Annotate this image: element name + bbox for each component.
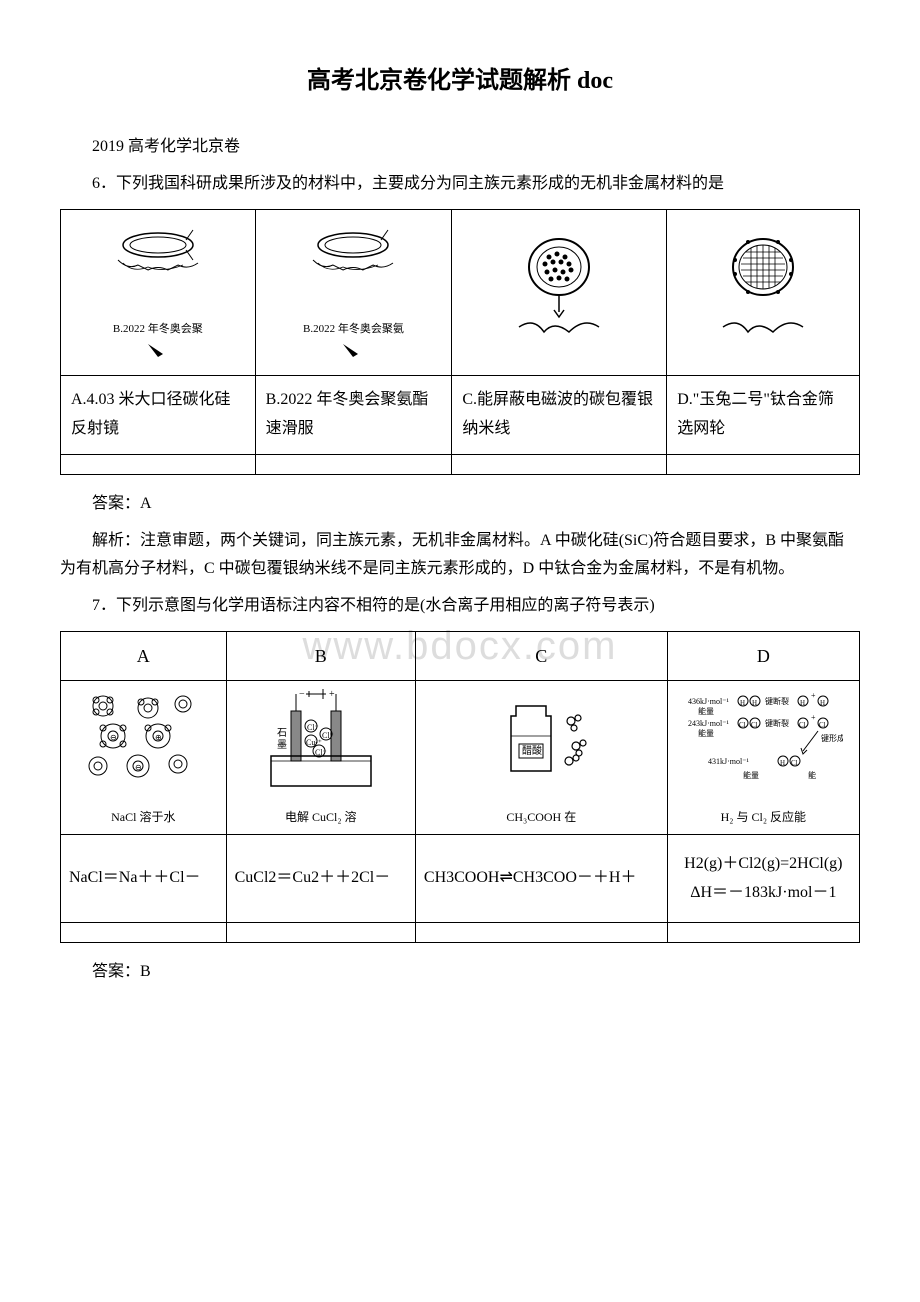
svg-text:+: + — [329, 689, 335, 700]
empty-cell — [667, 454, 860, 474]
q6-img-c — [452, 209, 667, 375]
q6-option-d: D."玉兔二号"钛合金筛选网轮 — [667, 376, 860, 455]
q7-option-b: CuCl2＝Cu2＋＋2Cl－ — [226, 834, 415, 923]
svg-text:Cl: Cl — [791, 759, 798, 767]
q6-img-a: B.2022 年冬奥会聚 — [61, 209, 256, 375]
q7-caption-c: CH₃COOH 在 — [421, 807, 662, 829]
empty-cell — [415, 923, 667, 943]
svg-text:H: H — [780, 759, 785, 767]
q7-header-c: C — [415, 631, 667, 680]
empty-cell — [61, 923, 227, 943]
empty-cell — [255, 454, 452, 474]
q7-caption-b: 电解 CuCl₂ 溶 — [232, 807, 410, 829]
q6-option-b: B.2022 年冬奥会聚氨酯速滑服 — [255, 376, 452, 455]
q7-img-c: 醋酸 CH₃COOH 在 — [415, 681, 667, 834]
q7-answer: 答案：B — [60, 958, 860, 987]
svg-text:能: 能 — [808, 770, 816, 780]
empty-cell — [452, 454, 667, 474]
q7-img-a: ⊖ ⊕ ⊖ NaCl 溶于水 — [61, 681, 227, 834]
svg-text:⊖: ⊖ — [135, 763, 142, 772]
svg-text:H: H — [740, 699, 745, 707]
svg-text:−: − — [299, 689, 305, 700]
empty-cell — [226, 923, 415, 943]
svg-text:石: 石 — [277, 728, 287, 739]
empty-cell — [61, 454, 256, 474]
svg-text:Cl: Cl — [819, 721, 826, 729]
q7-img-d: 436kJ·mol⁻¹ 能量 H H 键断裂 H + H 243kJ·mol⁻¹… — [667, 681, 859, 834]
svg-text:Cl⁻: Cl⁻ — [322, 731, 334, 740]
svg-text:能量: 能量 — [698, 728, 714, 738]
q7-header-d: D — [667, 631, 859, 680]
q6-caption-b: B.2022 年冬奥会聚氨 — [261, 320, 447, 340]
svg-text:H: H — [752, 699, 757, 707]
q7-option-c: CH3COOH⇌CH3COO－＋H＋ — [415, 834, 667, 923]
svg-text:墨: 墨 — [277, 739, 287, 751]
svg-text:⊖: ⊖ — [110, 733, 117, 742]
svg-text:醋酸: 醋酸 — [522, 744, 542, 757]
svg-text:H: H — [800, 699, 805, 707]
q7-caption-d: H₂ 与 Cl₂ 反应能 — [673, 807, 854, 829]
document-content: 高考北京卷化学试题解析 doc 2019 高考化学北京卷 6．下列我国科研成果所… — [60, 60, 860, 987]
svg-text:436kJ·mol⁻¹: 436kJ·mol⁻¹ — [688, 697, 729, 706]
svg-text:Cl⁻: Cl⁻ — [315, 748, 327, 757]
svg-text:键断裂: 键断裂 — [765, 718, 789, 728]
svg-text:+: + — [811, 713, 816, 722]
svg-text:Cl: Cl — [751, 721, 758, 729]
q7-header-b: B — [226, 631, 415, 680]
q7-table: A B C D ⊖ — [60, 631, 860, 943]
page-title: 高考北京卷化学试题解析 doc — [60, 60, 860, 103]
svg-text:键形成: 键形成 — [821, 733, 843, 743]
q6-table: B.2022 年冬奥会聚 B.2022 年冬奥会聚氨 — [60, 209, 860, 475]
subtitle: 2019 高考化学北京卷 — [60, 133, 860, 162]
svg-text:Cl⁻: Cl⁻ — [307, 723, 319, 732]
q7-header-a: A — [61, 631, 227, 680]
svg-text:能量: 能量 — [698, 706, 714, 716]
q6-caption-a: B.2022 年冬奥会聚 — [66, 320, 250, 340]
q6-answer: 答案：A — [60, 490, 860, 519]
q6-option-a: A.4.03 米大口径碳化硅反射镜 — [61, 376, 256, 455]
q7-img-b: − + 石 墨 Cl⁻ Cu²⁺ Cl⁻ Cl⁻ — [226, 681, 415, 834]
svg-text:Cl: Cl — [799, 721, 806, 729]
q6-img-d — [667, 209, 860, 375]
q7-text: 7．下列示意图与化学用语标注内容不相符的是(水合离子用相应的离子符号表示) — [60, 592, 860, 621]
q6-analysis: 解析：注意审题，两个关键词，同主族元素，无机非金属材料。A 中碳化硅(SiC)符… — [60, 527, 860, 585]
q7-caption-a: NaCl 溶于水 — [66, 807, 221, 829]
q7-option-d: H2(g)＋Cl2(g)=2HCl(g) ΔH＝－183kJ·mol－1 — [667, 834, 859, 923]
svg-text:431kJ·mol⁻¹: 431kJ·mol⁻¹ — [708, 757, 749, 766]
q6-option-c: C.能屏蔽电磁波的碳包覆银纳米线 — [452, 376, 667, 455]
svg-text:键断裂: 键断裂 — [765, 696, 789, 706]
svg-text:⊕: ⊕ — [155, 733, 162, 742]
svg-text:H: H — [820, 699, 825, 707]
svg-text:Cu²⁺: Cu²⁺ — [306, 738, 322, 747]
svg-text:243kJ·mol⁻¹: 243kJ·mol⁻¹ — [688, 719, 729, 728]
q6-img-b: B.2022 年冬奥会聚氨 — [255, 209, 452, 375]
svg-text:Cl: Cl — [739, 721, 746, 729]
svg-text:+: + — [811, 691, 816, 700]
empty-cell — [667, 923, 859, 943]
q7-option-a: NaCl＝Na＋＋Cl－ — [61, 834, 227, 923]
q6-text: 6．下列我国科研成果所涉及的材料中，主要成分为同主族元素形成的无机非金属材料的是 — [60, 170, 860, 199]
svg-text:能量: 能量 — [743, 770, 759, 780]
